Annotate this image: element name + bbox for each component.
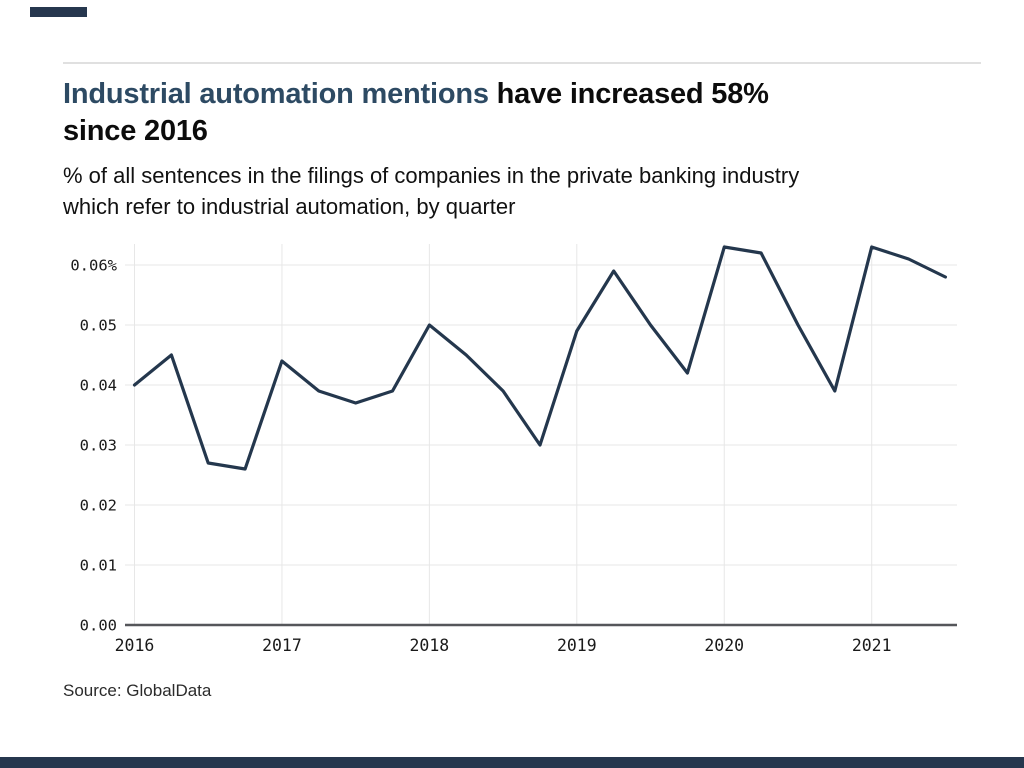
title-rest: have increased 58% [488,78,769,110]
x-tick-labels: 2016 2017 2018 2019 2020 2021 [115,636,892,655]
title-line2: since 2016 [63,115,208,147]
x-tick-label: 2017 [262,636,302,655]
y-tick-label: 0.05 [80,316,117,334]
y-tick-label: 0.03 [80,436,117,454]
x-tick-label: 2019 [557,636,597,655]
title-highlight: Industrial automation mentions [63,78,489,110]
y-tick-labels: 0.00 0.01 0.02 0.03 0.04 0.05 0.06% [70,256,117,634]
title-line1: Industrial automation mentions have incr… [63,76,973,113]
chart-subtitle: % of all sentences in the filings of com… [63,160,993,222]
x-tick-label: 2020 [704,636,744,655]
x-gridlines [134,244,873,624]
x-tick-label: 2021 [852,636,892,655]
x-tick-label: 2018 [410,636,450,655]
y-tick-label: 0.04 [80,376,117,394]
brand-bar-top [30,7,87,17]
header-divider [63,62,981,64]
x-tick-label: 2016 [115,636,155,655]
subtitle-line2: which refer to industrial automation, by… [63,194,516,219]
y-gridlines [125,264,957,566]
chart-title: Industrial automation mentions have incr… [63,76,973,150]
series-line [132,245,948,471]
y-tick-label: 0.02 [80,496,117,514]
y-tick-label: 0.06% [70,256,117,274]
brand-bar-bottom [0,757,1024,768]
y-tick-label: 0.01 [80,556,117,574]
source-label: Source: GlobalData [63,681,212,700]
subtitle-line1: % of all sentences in the filings of com… [63,163,800,188]
y-tick-label: 0.00 [80,616,117,634]
